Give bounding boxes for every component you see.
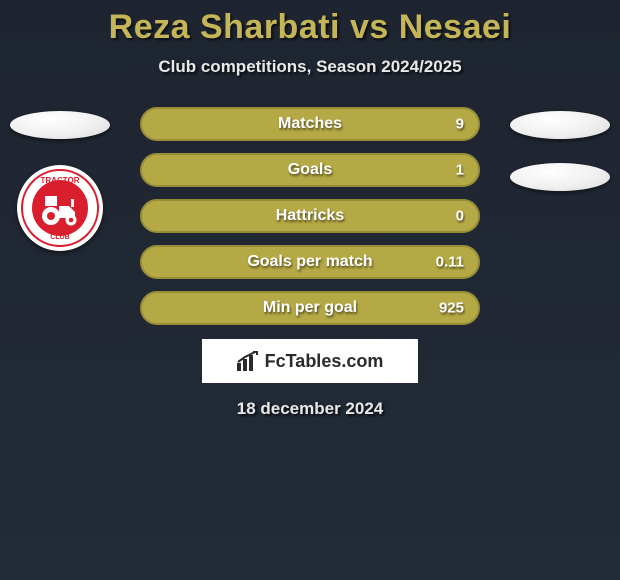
player-left-club-badge: TRACTOR CLUB 1970	[17, 165, 103, 251]
player-right-column	[510, 111, 610, 191]
stat-value: 1	[456, 162, 464, 179]
stat-value: 925	[439, 300, 464, 317]
comparison-subtitle: Club competitions, Season 2024/2025	[0, 57, 620, 77]
player-left-column: TRACTOR CLUB 1970	[10, 111, 110, 251]
comparison-title: Reza Sharbati vs Nesaei	[0, 8, 620, 47]
stat-label: Min per goal	[263, 299, 357, 317]
stat-value: 0	[456, 208, 464, 225]
player-right-club-placeholder	[510, 163, 610, 191]
stat-row-matches: Matches 9	[140, 107, 480, 141]
stat-row-goals: Goals 1	[140, 153, 480, 187]
stat-row-min-per-goal: Min per goal 925	[140, 291, 480, 325]
stat-value: 9	[456, 116, 464, 133]
stat-row-goals-per-match: Goals per match 0.11	[140, 245, 480, 279]
badge-year: 1970	[54, 227, 65, 233]
player-right-photo-placeholder	[510, 111, 610, 139]
stat-label: Hattricks	[276, 207, 344, 225]
badge-bottom-text: CLUB	[50, 234, 69, 241]
stat-value: 0.11	[436, 254, 464, 271]
stat-label: Goals	[288, 161, 332, 179]
badge-top-text: TRACTOR	[41, 176, 80, 185]
stat-label: Goals per match	[247, 253, 372, 271]
player-left-photo-placeholder	[10, 111, 110, 139]
chart-bar-icon	[237, 351, 259, 371]
stats-table: Matches 9 Goals 1 Hattricks 0 Goals per …	[140, 107, 480, 325]
stat-row-hattricks: Hattricks 0	[140, 199, 480, 233]
footer-date: 18 december 2024	[0, 399, 620, 419]
branding-text: FcTables.com	[265, 351, 384, 372]
branding-banner[interactable]: FcTables.com	[202, 339, 418, 383]
comparison-layout: TRACTOR CLUB 1970	[0, 107, 620, 419]
stat-label: Matches	[278, 115, 342, 133]
tractor-club-icon: TRACTOR CLUB 1970	[21, 169, 99, 247]
